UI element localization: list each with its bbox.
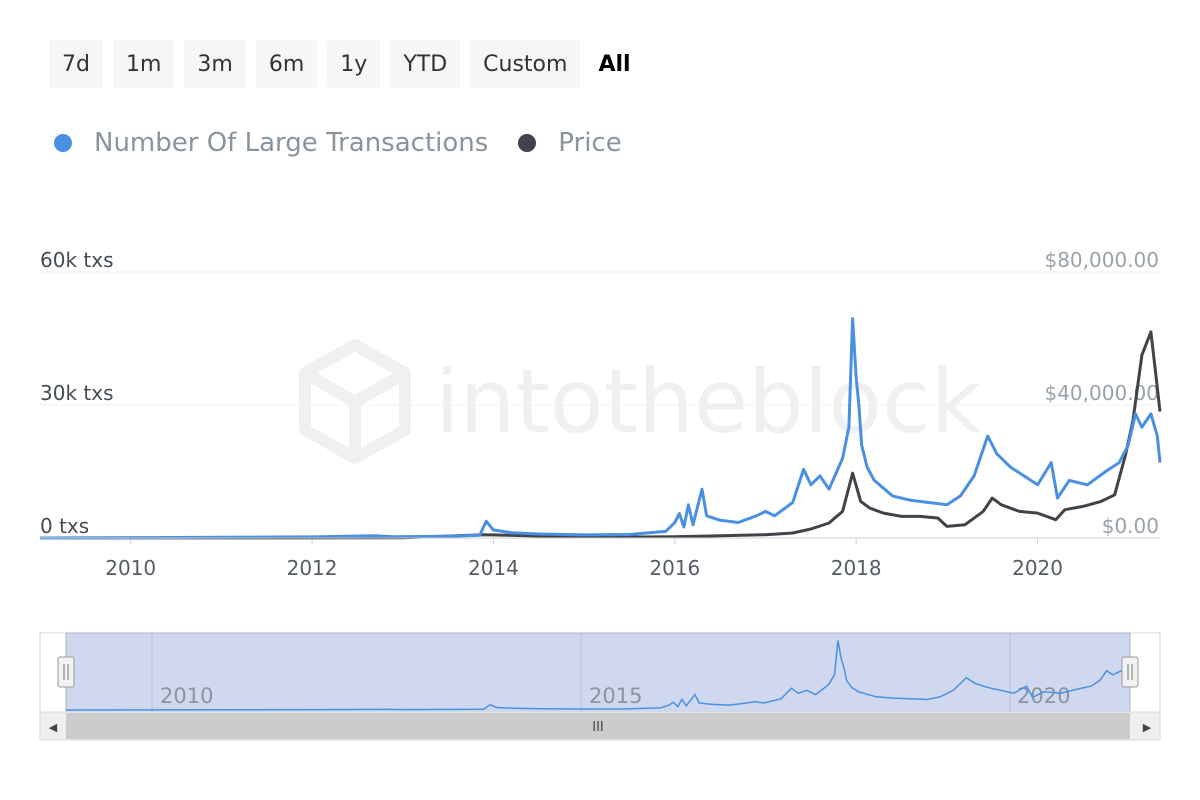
range-selector: 7d 1m 3m 6m 1y YTD Custom All [49,40,639,88]
y-right-tick-label: $80,000.00 [1044,248,1159,272]
legend-label-price: Price [558,128,622,158]
navigator-selection[interactable] [65,632,1131,713]
series-line-large-transactions [39,317,1162,540]
x-tick-label: 2012 [287,556,338,580]
x-tick-label: 2010 [105,556,156,580]
scrollbar-thumb[interactable] [66,713,1130,739]
scrollbar-right-arrow-icon[interactable]: ▶ [1143,721,1152,734]
x-tick-label: 2020 [1012,556,1063,580]
navigator-handle-left[interactable] [57,656,75,688]
legend-label-large-transactions: Number Of Large Transactions [94,128,489,158]
navigator-handle-right[interactable] [1121,656,1139,688]
range-button-3m[interactable]: 3m [184,40,246,88]
navigator-label-2010: 2010 [160,684,213,708]
legend-item-price[interactable]: Price [518,128,622,158]
navigator-label-2015: 2015 [589,684,642,708]
series-line-price [39,330,1162,540]
y-left-tick-label: 30k txs [40,381,114,405]
navigator: 2010 2015 2020 III ◀ ▶ [39,632,1161,741]
y-right-tick-label: $40,000.00 [1044,381,1159,405]
scrollbar-left-arrow-icon[interactable]: ◀ [49,721,58,734]
navigator-scrollbar: III ◀ ▶ [39,711,1161,741]
legend-dot-large-transactions [54,134,72,152]
axis-ticks: 0 txs 30k txs 60k txs $0.00 $40,000.00 $80,00… [40,248,1159,580]
x-tick-label: 2018 [831,556,882,580]
legend-item-large-transactions[interactable]: Number Of Large Transactions [54,128,488,158]
range-button-6m[interactable]: 6m [255,40,318,88]
watermark: intotheblock [299,339,982,464]
navigator-series-line [65,640,1131,711]
range-button-7d[interactable]: 7d [49,40,103,88]
y-left-tick-label: 60k txs [40,248,114,272]
navigator-label-2020: 2020 [1017,684,1070,708]
chart-legend: Number Of Large Transactions Price [54,128,652,158]
x-tick-label: 2014 [468,556,519,580]
range-button-custom[interactable]: Custom [470,40,581,88]
legend-dot-price [518,134,537,152]
watermark-logo-icon [299,339,411,464]
grid [40,271,1160,406]
range-button-1m[interactable]: 1m [112,40,175,88]
navigator-grid [151,633,1011,712]
watermark-text: intotheblock [435,350,982,453]
y-left-tick-label: 0 txs [40,514,89,538]
x-tick-label: 2016 [649,556,700,580]
y-right-tick-label: $0.00 [1102,514,1159,538]
range-button-ytd[interactable]: YTD [390,40,461,88]
range-button-all[interactable]: All [590,40,639,88]
scrollbar-grip: III [592,720,604,735]
range-button-1y[interactable]: 1y [327,40,381,88]
